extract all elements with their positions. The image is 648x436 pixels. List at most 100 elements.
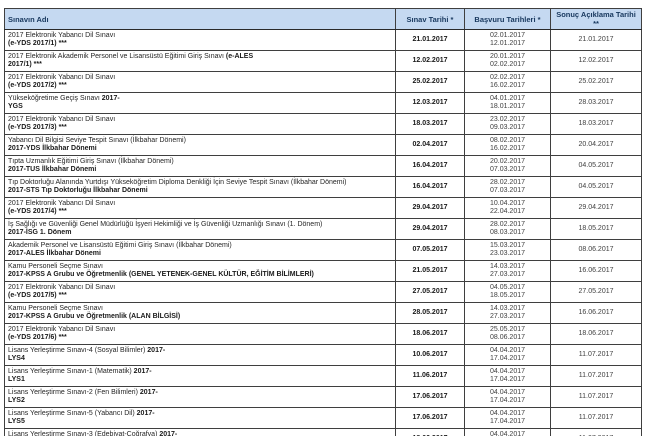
result-date-cell: 25.02.2017	[550, 71, 642, 93]
application-start-date: 10.04.2017	[489, 199, 526, 207]
application-start-date: 20.02.2017	[489, 157, 526, 165]
application-dates-cell: 10.04.2017 22.04.2017	[464, 197, 551, 219]
column-header-exam-name: Sınavın Adı	[4, 8, 396, 30]
application-end-date: 07.03.2017	[489, 187, 526, 194]
table-row: 2017 Elektronik Yabancı Dil Sınavı (e-YD…	[4, 323, 642, 345]
application-start-date: 04.04.2017	[489, 367, 526, 375]
table-row: Lisans Yerleştirme Sınavı-3 (Edebiyat-Co…	[4, 428, 642, 436]
application-end-date: 16.02.2017	[489, 145, 526, 152]
application-start-date: 02.01.2017	[489, 31, 526, 39]
exam-name-cell: Kamu Personeli Seçme Sınavı 2017-KPSS A …	[4, 260, 396, 282]
application-start-date: 08.02.2017	[489, 136, 526, 144]
exam-name-line1: Tıp Doktorluğu Alanında Yurtdışı Yüksekö…	[8, 178, 347, 186]
application-end-date: 18.01.2017	[489, 103, 526, 110]
exam-name-cell: Tıpta Uzmanlık Eğitimi Giriş Sınavı (İlk…	[4, 155, 396, 177]
exam-name-line1: 2017 Elektronik Yabancı Dil Sınavı	[8, 283, 116, 291]
exam-date-cell: 16.04.2017	[395, 176, 465, 198]
result-date-cell: 11.07.2017	[550, 386, 642, 408]
exam-name-cell: 2017 Elektronik Yabancı Dil Sınavı (e-YD…	[4, 113, 396, 135]
application-start-date: 14.03.2017	[489, 262, 526, 270]
exam-name-line2: LYS5	[8, 418, 25, 425]
application-dates-cell: 20.02.2017 07.03.2017	[464, 155, 551, 177]
result-date-cell: 18.06.2017	[550, 323, 642, 345]
application-start-date: 04.04.2017	[489, 430, 526, 436]
exam-name-line1: Lisans Yerleştirme Sınavı-3 (Edebiyat-Co…	[8, 430, 178, 436]
exam-name-line2: 2017-TUS İlkbahar Dönemi	[8, 166, 97, 173]
application-end-date: 16.02.2017	[489, 82, 526, 89]
exam-name-line2: LYS2	[8, 397, 25, 404]
result-date-cell: 21.01.2017	[550, 29, 642, 51]
result-date-cell: 16.06.2017	[550, 302, 642, 324]
table-row: Kamu Personeli Seçme Sınavı 2017-KPSS A …	[4, 302, 642, 324]
exam-name-line1: Kamu Personeli Seçme Sınavı	[8, 262, 103, 270]
exam-date-cell: 12.03.2017	[395, 92, 465, 114]
application-end-date: 09.03.2017	[489, 124, 526, 131]
table-row: 2017 Elektronik Yabancı Dil Sınavı (e-YD…	[4, 281, 642, 303]
application-end-date: 08.03.2017	[489, 229, 526, 236]
application-dates-cell: 28.02.2017 07.03.2017	[464, 176, 551, 198]
application-end-date: 08.06.2017	[489, 334, 526, 341]
exam-name-cell: Lisans Yerleştirme Sınavı-4 (Sosyal Bili…	[4, 344, 396, 366]
table-row: Lisans Yerleştirme Sınavı-5 (Yabancı Dil…	[4, 407, 642, 429]
exam-name-line2: YGS	[8, 103, 23, 110]
exam-name-line1: Lisans Yerleştirme Sınavı-5 (Yabancı Dil…	[8, 409, 155, 417]
application-end-date: 02.02.2017	[489, 61, 526, 68]
table-row: Akademik Personel ve Lisansüstü Eğitimi …	[4, 239, 642, 261]
exam-date-cell: 11.06.2017	[395, 365, 465, 387]
application-start-date: 04.01.2017	[489, 94, 526, 102]
exam-name-line2: (e-YDS 2017/3) ***	[8, 124, 67, 131]
application-start-date: 04.05.2017	[489, 283, 526, 291]
exam-name-line1: Lisans Yerleştirme Sınavı-2 (Fen Bilimle…	[8, 388, 158, 396]
result-date-cell: 04.05.2017	[550, 155, 642, 177]
exam-date-cell: 21.01.2017	[395, 29, 465, 51]
application-dates-cell: 04.04.2017 17.04.2017	[464, 407, 551, 429]
exam-name-cell: 2017 Elektronik Yabancı Dil Sınavı (e-YD…	[4, 281, 396, 303]
exam-name-cell: Lisans Yerleştirme Sınavı-1 (Matematik) …	[4, 365, 396, 387]
application-dates-cell: 08.02.2017 16.02.2017	[464, 134, 551, 156]
exam-name-line2: LYS4	[8, 355, 25, 362]
table-row: 2017 Elektronik Yabancı Dil Sınavı (e-YD…	[4, 197, 642, 219]
result-date-cell: 18.05.2017	[550, 218, 642, 240]
application-end-date: 18.05.2017	[489, 292, 526, 299]
application-end-date: 17.04.2017	[489, 418, 526, 425]
exam-date-cell: 18.06.2017	[395, 323, 465, 345]
application-dates-cell: 04.05.2017 18.05.2017	[464, 281, 551, 303]
result-date-cell: 04.05.2017	[550, 176, 642, 198]
exam-name-cell: Yabancı Dil Bilgisi Seviye Tespit Sınavı…	[4, 134, 396, 156]
exam-name-line2: LYS1	[8, 376, 25, 383]
table-row: Kamu Personeli Seçme Sınavı 2017-KPSS A …	[4, 260, 642, 282]
application-dates-cell: 04.04.2017 17.04.2017	[464, 386, 551, 408]
exam-date-cell: 18.06.2017	[395, 428, 465, 436]
exam-name-line1: 2017 Elektronik Yabancı Dil Sınavı	[8, 199, 116, 207]
table-row: Yükseköğretime Geçiş Sınavı 2017- YGS 12…	[4, 92, 642, 114]
application-dates-cell: 04.01.2017 18.01.2017	[464, 92, 551, 114]
application-dates-cell: 25.05.2017 08.06.2017	[464, 323, 551, 345]
application-end-date: 27.03.2017	[489, 313, 526, 320]
result-date-cell: 27.05.2017	[550, 281, 642, 303]
exam-date-cell: 07.05.2017	[395, 239, 465, 261]
application-dates-cell: 04.04.2017 17.04.2017	[464, 344, 551, 366]
exam-name-line1: Tıpta Uzmanlık Eğitimi Giriş Sınavı (İlk…	[8, 157, 174, 165]
exam-name-line1: Lisans Yerleştirme Sınavı-1 (Matematik) …	[8, 367, 152, 375]
exam-name-cell: 2017 Elektronik Yabancı Dil Sınavı (e-YD…	[4, 323, 396, 345]
application-start-date: 28.02.2017	[489, 220, 526, 228]
application-dates-cell: 14.03.2017 27.03.2017	[464, 302, 551, 324]
exam-date-cell: 25.02.2017	[395, 71, 465, 93]
exam-name-line2: 2017-KPSS A Grubu ve Öğretmenlik (GENEL …	[8, 271, 314, 278]
exam-name-line2: 2017/1) ***	[8, 61, 42, 68]
table-row: 2017 Elektronik Yabancı Dil Sınavı (e-YD…	[4, 113, 642, 135]
exam-name-line1: 2017 Elektronik Yabancı Dil Sınavı	[8, 115, 116, 123]
exam-name-line2: (e-YDS 2017/6) ***	[8, 334, 67, 341]
result-date-cell: 11.07.2017	[550, 428, 642, 436]
exam-name-line1: 2017 Elektronik Akademik Personel ve Lis…	[8, 52, 254, 60]
table-row: Lisans Yerleştirme Sınavı-2 (Fen Bilimle…	[4, 386, 642, 408]
exam-name-line1: Kamu Personeli Seçme Sınavı	[8, 304, 103, 312]
exam-calendar-table: Sınavın Adı Sınav Tarihi * Başvuru Tarih…	[4, 8, 642, 436]
exam-name-cell: 2017 Elektronik Akademik Personel ve Lis…	[4, 50, 396, 72]
application-end-date: 23.03.2017	[489, 250, 526, 257]
application-dates-cell: 28.02.2017 08.03.2017	[464, 218, 551, 240]
exam-name-line2: 2017-ALES İlkbahar Dönemi	[8, 250, 101, 257]
exam-name-line1: İş Sağlığı ve Güvenliği Genel Müdürlüğü …	[8, 220, 323, 228]
application-end-date: 12.01.2017	[489, 40, 526, 47]
application-dates-cell: 04.04.2017 17.04.2017	[464, 365, 551, 387]
